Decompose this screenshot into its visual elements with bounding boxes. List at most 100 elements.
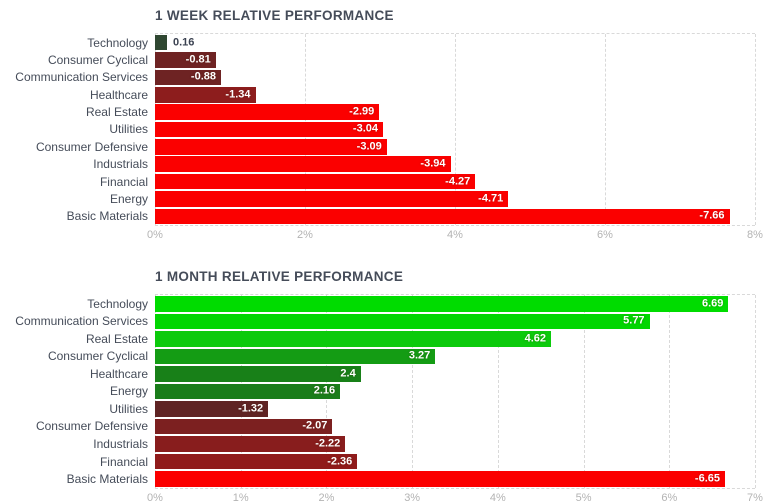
bar-row: Healthcare -1.34	[90, 86, 755, 103]
bar-row: Communication Services -0.88	[15, 69, 755, 86]
bar-row: Utilities -1.32	[109, 400, 755, 418]
category-label: Technology	[87, 296, 148, 311]
value-label: 2.16	[313, 384, 336, 397]
x-tick-label: 6%	[661, 492, 678, 504]
bar: 0.16	[155, 34, 194, 51]
bar-row: Technology 0.16	[87, 34, 755, 51]
gridline	[412, 295, 414, 488]
bar: 5.77	[155, 313, 650, 330]
gridline	[583, 295, 585, 488]
value-label: -0.88	[190, 70, 216, 83]
category-label: Industrials	[93, 157, 148, 172]
one-month-performance-chart: 1 MONTH RELATIVE PERFORMANCE Technology 6…	[0, 269, 770, 504]
chart-title: 1 MONTH RELATIVE PERFORMANCE	[155, 269, 404, 284]
plot-area: Technology 6.69 Communication Services 5.77…	[15, 294, 756, 489]
gridline	[755, 34, 756, 225]
value-label: -1.32	[238, 402, 264, 415]
value-label: -2.07	[302, 419, 328, 432]
bar-row: Consumer Cyclical -0.81	[48, 51, 755, 68]
plot-area: Technology 0.16 Consumer Cyclical -0.81 Comm…	[15, 33, 756, 226]
value-label: 5.77	[623, 314, 645, 327]
x-tick-label: 1%	[232, 492, 249, 504]
category-label: Healthcare	[89, 87, 148, 102]
value-label: -3.04	[352, 122, 378, 135]
chart-title: 1 WEEK RELATIVE PERFORMANCE	[155, 8, 394, 23]
category-label: Basic Materials	[66, 209, 148, 224]
category-label: Industrials	[93, 437, 148, 452]
value-label: 3.27	[408, 349, 431, 362]
value-label: -1.34	[225, 88, 251, 101]
section-spacer	[0, 242, 770, 269]
value-label: 6.69	[702, 297, 724, 310]
value-label: -2.22	[315, 437, 341, 450]
category-label: Financial	[99, 174, 148, 189]
bar: 2.16	[155, 383, 341, 400]
value-label: 0.16	[173, 36, 195, 49]
category-label: Consumer Cyclical	[47, 53, 148, 68]
value-label: -4.27	[445, 175, 471, 188]
bar-row: Financial -2.36	[100, 453, 755, 471]
category-label: Consumer Cyclical	[47, 349, 148, 364]
bar-row: Consumer Cyclical 3.27	[48, 348, 755, 366]
bar-row: Communication Services 5.77	[15, 313, 755, 331]
bar-row: Utilities -3.04	[109, 121, 755, 138]
bar-row: Basic Materials -6.65	[67, 470, 755, 488]
bar: -2.36	[155, 453, 358, 470]
value-label: -7.66	[699, 209, 725, 222]
category-label: Basic Materials	[66, 472, 148, 487]
bar: -7.66	[155, 208, 730, 225]
bar-row: Consumer Defensive -2.07	[36, 418, 755, 436]
category-label: Utilities	[109, 122, 148, 137]
x-tick-label: 6%	[597, 229, 613, 241]
x-tick-label: 0%	[147, 492, 163, 504]
category-label: Real Estate	[85, 331, 148, 346]
category-label: Real Estate	[85, 105, 148, 120]
bar-row: Basic Materials -7.66	[67, 208, 755, 225]
bar: -0.81	[155, 52, 216, 68]
bar: -2.22	[155, 436, 346, 452]
category-label: Energy	[109, 191, 148, 206]
bar: -3.94	[155, 156, 451, 172]
bar: -0.88	[155, 69, 221, 86]
bar-row: Consumer Defensive -3.09	[36, 138, 755, 155]
category-label: Utilities	[109, 401, 148, 416]
bar-row: Real Estate -2.99	[86, 103, 755, 120]
one-week-performance-chart: 1 WEEK RELATIVE PERFORMANCE Technology 0.…	[0, 8, 770, 242]
value-label: -6.65	[694, 472, 720, 485]
x-tick-label: 2%	[318, 492, 335, 504]
value-label: -3.94	[420, 157, 446, 170]
gridline	[455, 34, 456, 225]
bar: -4.71	[155, 191, 509, 207]
bar: -1.34	[155, 87, 256, 103]
x-tick-label: 5%	[575, 492, 592, 504]
gridline	[605, 34, 606, 225]
gridline	[755, 295, 756, 488]
x-axis: 0% 1% 2% 3% 4% 5% 6% 7%	[147, 489, 763, 504]
x-tick-label: 0%	[147, 229, 163, 241]
value-label: 2.4	[340, 367, 356, 380]
bar: -4.27	[155, 173, 476, 190]
value-label: -2.99	[349, 105, 375, 118]
x-tick-label: 4%	[447, 229, 463, 241]
bar: -2.99	[155, 104, 380, 120]
x-tick-label: 4%	[489, 492, 506, 504]
bar: -2.07	[155, 418, 333, 435]
category-label: Communication Services	[15, 314, 148, 329]
x-tick-label: 3%	[404, 492, 421, 504]
category-label: Financial	[99, 454, 148, 469]
value-label: -0.81	[185, 53, 211, 66]
gridline	[669, 295, 671, 488]
bar-row: Energy 2.16	[110, 383, 755, 401]
bar: 6.69	[155, 296, 729, 312]
bar: -6.65	[155, 471, 725, 487]
value-label: 4.62	[524, 332, 546, 345]
bar: 2.4	[155, 366, 361, 382]
category-label: Energy	[109, 384, 148, 399]
bar: -3.09	[155, 139, 387, 155]
bar-row: Energy -4.71	[110, 190, 755, 207]
category-label: Healthcare	[89, 366, 148, 381]
bar-row: Industrials -3.94	[93, 156, 755, 173]
category-label: Communication Services	[15, 70, 148, 85]
category-label: Technology	[87, 35, 148, 50]
